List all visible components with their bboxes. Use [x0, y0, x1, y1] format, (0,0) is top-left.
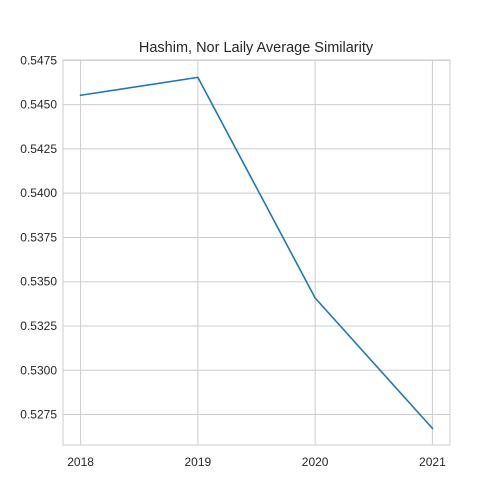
data-point: [197, 76, 199, 79]
y-tick-label: 0.5400: [20, 186, 57, 200]
y-tick-label: 0.5275: [20, 408, 57, 422]
data-point: [431, 427, 434, 430]
x-tick-label: 2019: [185, 455, 212, 469]
y-tick-label: 0.5350: [20, 275, 57, 289]
series-line: [79, 76, 434, 430]
grid-layer: [63, 59, 450, 445]
y-tick-label: 0.5325: [20, 319, 57, 333]
data-point: [314, 297, 316, 299]
y-tick-label: 0.5375: [20, 230, 57, 244]
y-tick-label: 0.5425: [20, 142, 57, 156]
x-tick-labels: 2018 2019 2020 2021: [67, 455, 446, 469]
x-tick-label: 2021: [419, 455, 446, 469]
y-tick-labels: 0.5275 0.5300 0.5325 0.5350 0.5375 0.5400 0.54…: [20, 53, 57, 421]
y-tick-label: 0.5300: [20, 363, 57, 377]
y-tick-label: 0.5475: [20, 53, 57, 67]
x-tick-label: 2018: [67, 455, 94, 469]
plot-frame: [62, 59, 451, 446]
y-tick-label: 0.5450: [20, 98, 57, 112]
series-layer: [79, 76, 434, 430]
data-point: [79, 94, 82, 97]
x-tick-label: 2020: [302, 455, 329, 469]
chart-title: Hashim, Nor Laily Average Similarity: [139, 40, 374, 56]
